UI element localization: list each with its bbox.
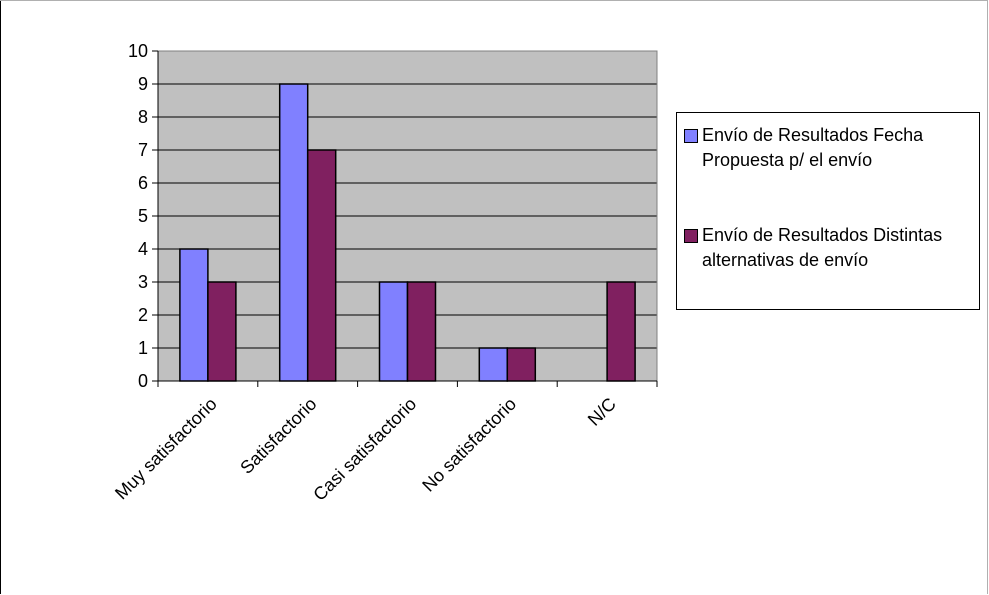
legend: Envío de Resultados Fecha Propuesta p/ e… xyxy=(676,112,980,310)
x-category-label: Muy satisfactorio xyxy=(111,394,221,504)
bar-series-2 xyxy=(406,281,437,382)
legend-label-series-2: Envío de Resultados Distintas alternativ… xyxy=(702,225,943,270)
x-category-label: Satisfactorio xyxy=(236,394,320,478)
y-tick-label: 5 xyxy=(138,206,148,226)
y-tick-label: 6 xyxy=(138,173,148,193)
y-tick-label: 7 xyxy=(138,140,148,160)
bar-series-2 xyxy=(207,281,237,382)
x-category-label: Casi satisfactorio xyxy=(309,394,420,505)
plot-area: 0 1 2 3 4 5 6 7 8 9 10 Muy satisfactorio Satisfactor… xyxy=(111,41,658,505)
y-tick-label: 3 xyxy=(138,272,148,292)
bar-series-1 xyxy=(278,83,309,382)
y-tick-label: 0 xyxy=(138,371,148,391)
y-tick-label: 1 xyxy=(138,338,148,358)
y-tick-label: 2 xyxy=(138,305,148,325)
bar-series-2 xyxy=(606,281,636,382)
bar-series-1 xyxy=(378,281,409,382)
legend-label-series-1: Envío de Resultados Fecha Propuesta p/ e… xyxy=(702,125,924,170)
x-category-label: No satisfactorio xyxy=(418,394,520,496)
bar-series-2 xyxy=(506,347,537,382)
bar-series-1 xyxy=(478,347,509,382)
y-tick-label: 8 xyxy=(138,107,148,127)
legend-item-series-2: Envío de Resultados Distintas alternativ… xyxy=(684,223,972,273)
y-tick-label: 9 xyxy=(138,74,148,94)
legend-swatch-series-2 xyxy=(684,229,698,243)
legend-item-series-1: Envío de Resultados Fecha Propuesta p/ e… xyxy=(684,123,972,173)
x-category-label: N/C xyxy=(584,394,620,430)
bar-series-1 xyxy=(179,248,209,382)
y-tick-label: 4 xyxy=(138,239,148,259)
y-tick-label: 10 xyxy=(128,41,148,61)
legend-swatch-series-1 xyxy=(684,129,698,143)
bar-series-2 xyxy=(306,149,337,382)
